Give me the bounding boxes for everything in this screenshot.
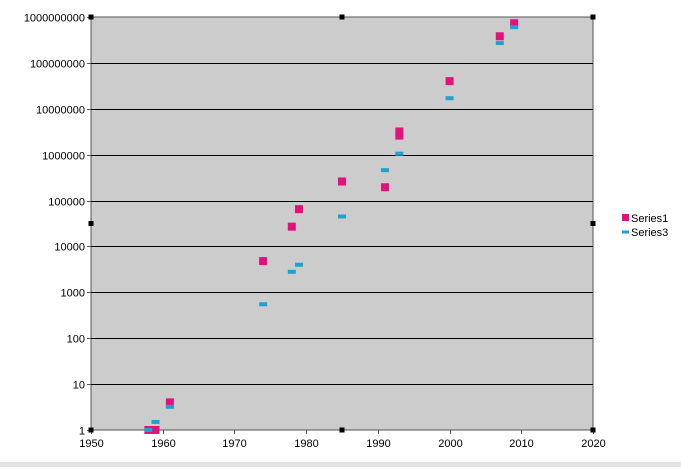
x-tick-label: 1960	[151, 438, 175, 450]
legend-label: Series3	[631, 227, 668, 239]
data-point	[259, 302, 268, 307]
y-tick-label: 1000000	[42, 151, 85, 163]
x-tick-label: 1970	[222, 438, 246, 450]
data-point	[445, 96, 454, 101]
axis-ticks: 1 10 100 1000 10000 100000 1000000 10000000 1000…	[24, 13, 606, 451]
data-point	[287, 269, 296, 274]
data-point	[259, 257, 268, 266]
x-tick-label: 2010	[509, 438, 533, 450]
data-point	[395, 127, 404, 136]
data-point	[495, 32, 504, 41]
legend-item: Series3	[622, 227, 668, 239]
series-series3	[144, 25, 519, 432]
grid-lines	[91, 63, 593, 385]
data-point	[510, 19, 519, 28]
y-tick-label: 1	[79, 426, 85, 438]
y-tick-label: 100000000	[30, 59, 85, 71]
plot-handle	[590, 221, 596, 226]
data-point	[395, 151, 404, 156]
x-tick-label: 2020	[581, 438, 605, 450]
data-point	[144, 428, 153, 432]
data-point	[294, 205, 303, 214]
plot-handle	[590, 14, 596, 20]
y-tick-label: 10000000	[36, 105, 85, 117]
legend-swatch	[622, 230, 629, 234]
series-markers	[144, 19, 519, 434]
data-point	[165, 404, 174, 409]
data-point	[338, 214, 346, 219]
plot-handle	[339, 14, 345, 20]
x-tick-label: 1950	[79, 438, 103, 450]
legend-label: Series1	[631, 213, 668, 225]
data-point	[294, 262, 303, 267]
plot-handle	[339, 427, 345, 433]
bottom-strip	[0, 462, 681, 467]
plot-handle	[88, 427, 94, 433]
x-tick-label: 2000	[438, 438, 462, 450]
data-point	[151, 426, 160, 434]
plot-handle	[590, 427, 596, 433]
legend: Series1 Series3	[622, 213, 668, 239]
y-tick-label: 1000000000	[24, 13, 85, 25]
plot-area	[90, 16, 594, 431]
y-tick-label: 100	[67, 334, 85, 346]
x-tick-label: 1990	[366, 438, 390, 450]
data-point	[510, 25, 519, 30]
y-tick-label: 1000	[61, 288, 85, 300]
data-point	[445, 77, 454, 86]
data-point	[338, 177, 346, 186]
y-tick-label: 10	[73, 380, 85, 392]
data-point	[381, 183, 390, 192]
legend-item: Series1	[622, 213, 668, 225]
data-point	[495, 41, 504, 46]
legend-swatch	[622, 214, 629, 221]
data-point	[395, 131, 404, 140]
y-tick-label: 10000	[54, 242, 85, 254]
data-point	[287, 222, 296, 231]
data-point	[151, 419, 160, 424]
y-tick-label: 100000	[48, 197, 85, 209]
data-point	[381, 168, 390, 173]
data-point	[165, 398, 174, 407]
x-tick-label: 1980	[294, 438, 318, 450]
plot-handle	[88, 221, 94, 226]
plot-handle	[88, 14, 94, 20]
